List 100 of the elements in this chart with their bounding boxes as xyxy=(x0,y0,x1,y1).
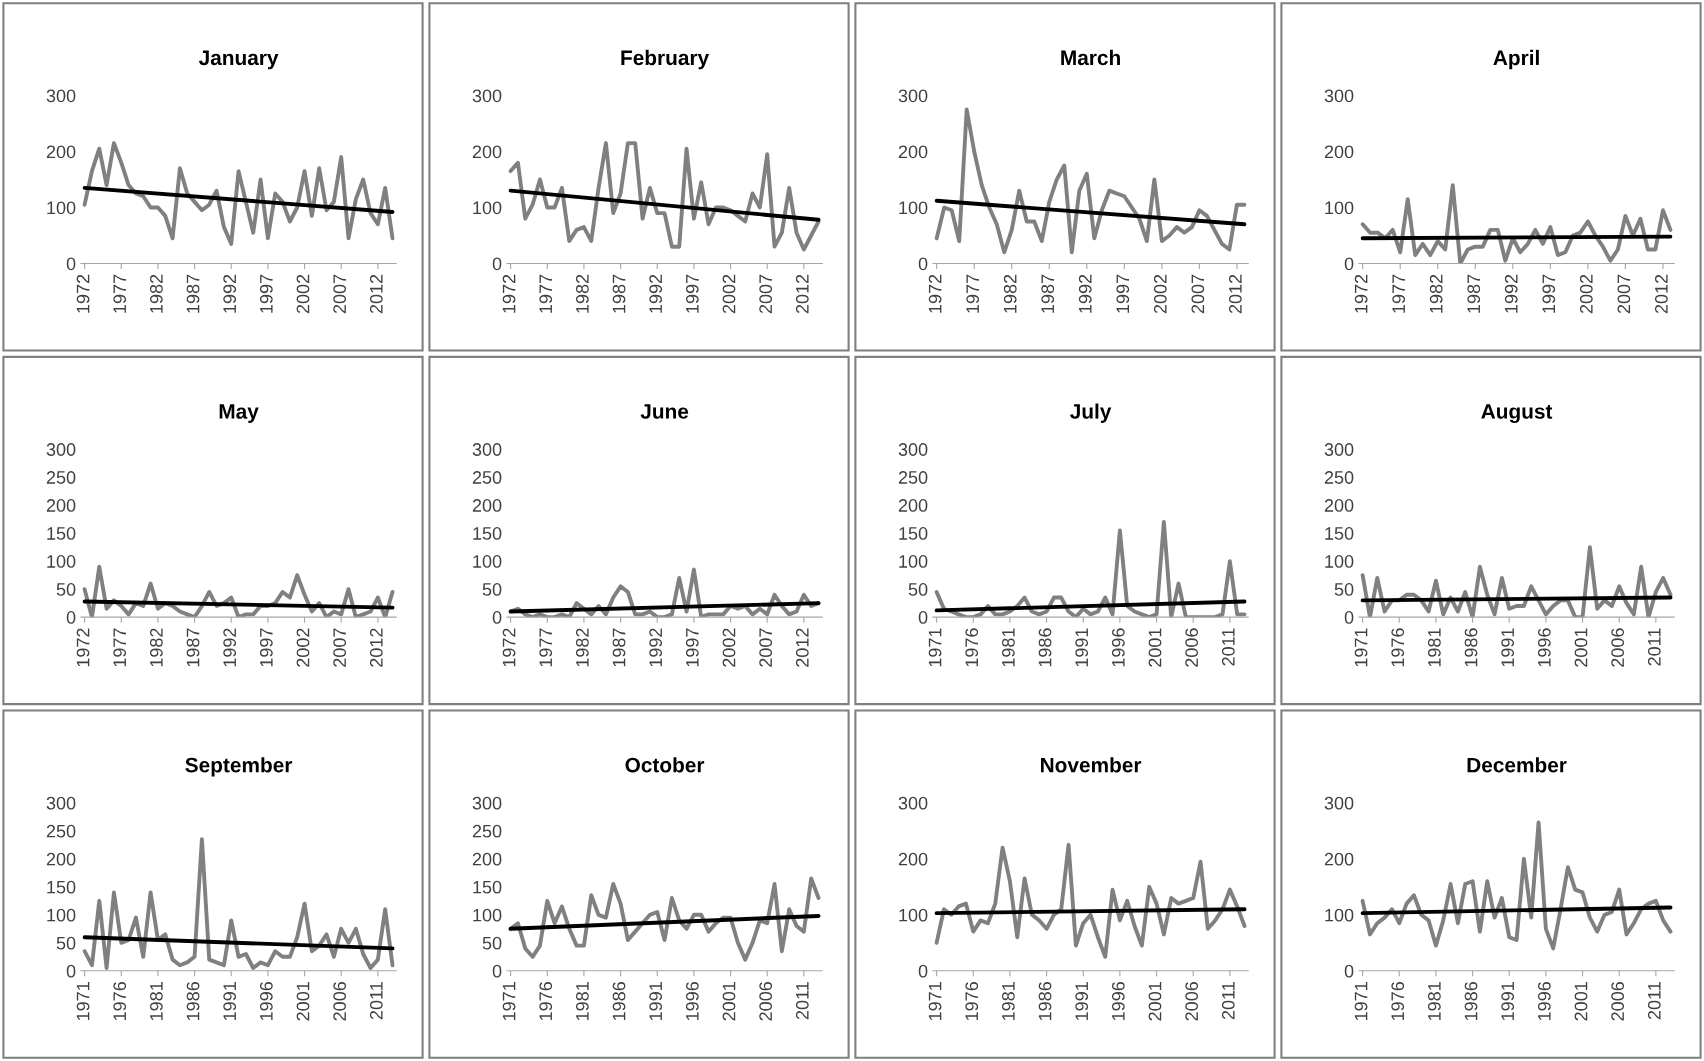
x-tick-label: 1976 xyxy=(539,982,553,1021)
x-tick-label: 2007 xyxy=(1191,274,1205,314)
y-tick-label: 100 xyxy=(1325,555,1354,568)
y-tick-label: 200 xyxy=(472,852,502,866)
x-tick-label: 2011 xyxy=(1221,628,1235,666)
y-tick-label: 200 xyxy=(1324,499,1354,512)
x-tick-label: 1972 xyxy=(76,274,90,313)
y-tick-label: 200 xyxy=(898,499,928,512)
x-tick-label: 1986 xyxy=(1038,982,1052,1021)
y-tick-label: 0 xyxy=(492,964,502,978)
x-tick-label: 1981 xyxy=(1427,628,1441,667)
x-tick-label: 1982 xyxy=(1429,274,1443,313)
x-tick-label: 1996 xyxy=(1537,982,1551,1021)
y-tick-label: 50 xyxy=(56,936,76,950)
x-tick-label: 2006 xyxy=(333,982,347,1021)
x-tick-label: 2007 xyxy=(759,628,773,667)
y-tick-label: 0 xyxy=(492,257,502,271)
y-tick-label: 150 xyxy=(473,527,502,540)
y-tick-label: 50 xyxy=(908,583,928,596)
y-tick-label: 50 xyxy=(482,583,502,596)
y-tick-label: 150 xyxy=(899,527,928,540)
y-tick-label: 100 xyxy=(47,201,76,215)
x-tick-label: 1971 xyxy=(928,628,942,667)
chart-title: June xyxy=(640,404,689,419)
x-tick-label: 1992 xyxy=(649,628,663,667)
y-tick-label: 0 xyxy=(492,611,502,624)
x-tick-label: 1982 xyxy=(149,628,163,667)
x-tick-label: 2012 xyxy=(369,274,383,314)
chart-title: October xyxy=(625,757,705,773)
line-series xyxy=(934,107,1247,255)
y-tick-label: 200 xyxy=(46,499,76,512)
x-tick-label: 2007 xyxy=(1617,274,1631,314)
x-tick-label: 1972 xyxy=(502,274,516,313)
x-tick-label: 2011 xyxy=(1221,982,1235,1020)
x-tick-label: 1986 xyxy=(1038,628,1052,667)
x-tick-label: 2007 xyxy=(333,628,347,667)
x-tick-label: 2002 xyxy=(1579,274,1593,314)
y-tick-label: 0 xyxy=(66,257,76,271)
x-tick-label: 2006 xyxy=(1611,982,1625,1021)
x-tick-label: 1976 xyxy=(1391,628,1405,667)
x-tick-label: 1987 xyxy=(612,274,626,313)
x-tick-label: 1981 xyxy=(1427,982,1441,1021)
x-tick-label: 2006 xyxy=(1185,628,1199,667)
x-tick-label: 2006 xyxy=(1185,982,1199,1021)
x-tick-label: 1976 xyxy=(965,982,979,1021)
y-tick-label: 150 xyxy=(473,880,502,894)
y-tick-label: 100 xyxy=(899,908,928,922)
x-tick-label: 2002 xyxy=(722,274,736,314)
x-tick-label: 2002 xyxy=(722,628,736,667)
x-tick-label: 1996 xyxy=(1111,628,1125,667)
x-tick-label: 2012 xyxy=(1228,274,1242,314)
x-tick-label: 1982 xyxy=(575,628,589,667)
x-tick-label: 1986 xyxy=(612,982,626,1021)
x-tick-label: 1987 xyxy=(1467,274,1481,313)
x-tick-label: 1972 xyxy=(928,274,942,313)
line-series xyxy=(82,141,395,246)
x-tick-label: 1981 xyxy=(575,982,589,1021)
y-tick-label: 200 xyxy=(898,852,928,866)
y-tick-label: 250 xyxy=(46,824,76,838)
x-tick-label: 1986 xyxy=(1464,982,1478,1021)
chart-title: September xyxy=(185,757,293,777)
x-tick-label: 2011 xyxy=(795,982,809,1020)
x-tick-label: 1986 xyxy=(1464,628,1478,667)
x-tick-label: 1971 xyxy=(502,982,516,1021)
x-tick-label: 1992 xyxy=(1078,274,1092,313)
x-tick-label: 1982 xyxy=(149,274,163,313)
x-tick-label: 1991 xyxy=(1501,628,1515,667)
x-tick-label: 2011 xyxy=(1647,982,1661,1020)
y-tick-label: 200 xyxy=(472,145,502,159)
x-tick-label: 2012 xyxy=(795,274,809,314)
y-tick-label: 300 xyxy=(1324,796,1354,810)
y-tick-label: 250 xyxy=(898,471,928,484)
x-tick-label: 1971 xyxy=(1354,628,1368,667)
x-tick-label: 2006 xyxy=(1611,628,1625,667)
x-tick-label: 2001 xyxy=(1574,982,1588,1021)
x-tick-label: 2001 xyxy=(722,982,736,1021)
x-tick-label: 2001 xyxy=(1574,628,1588,667)
x-tick-label: 1987 xyxy=(612,628,626,667)
x-tick-label: 2001 xyxy=(1148,628,1162,667)
y-tick-label: 250 xyxy=(472,824,502,838)
line-series xyxy=(1360,183,1673,264)
x-tick-label: 2006 xyxy=(759,982,773,1021)
x-tick-label: 1991 xyxy=(1075,982,1089,1021)
x-tick-label: 2012 xyxy=(369,628,383,667)
y-tick-label: 200 xyxy=(898,145,928,159)
x-tick-label: 1971 xyxy=(76,982,90,1021)
x-tick-label: 1996 xyxy=(685,982,699,1021)
y-tick-label: 300 xyxy=(1324,89,1354,103)
chart-title: July xyxy=(1070,403,1112,423)
x-tick-label: 1997 xyxy=(1542,274,1556,313)
x-tick-label: 1977 xyxy=(539,628,553,667)
x-tick-label: 1982 xyxy=(1003,274,1017,313)
y-tick-label: 0 xyxy=(66,611,76,624)
x-tick-label: 1996 xyxy=(259,982,273,1021)
x-tick-label: 1992 xyxy=(223,628,237,667)
x-tick-label: 1987 xyxy=(1041,274,1055,313)
x-tick-label: 1987 xyxy=(186,628,200,667)
y-tick-label: 100 xyxy=(1325,201,1354,215)
line-series xyxy=(934,520,1247,618)
x-tick-label: 1977 xyxy=(1392,274,1406,313)
